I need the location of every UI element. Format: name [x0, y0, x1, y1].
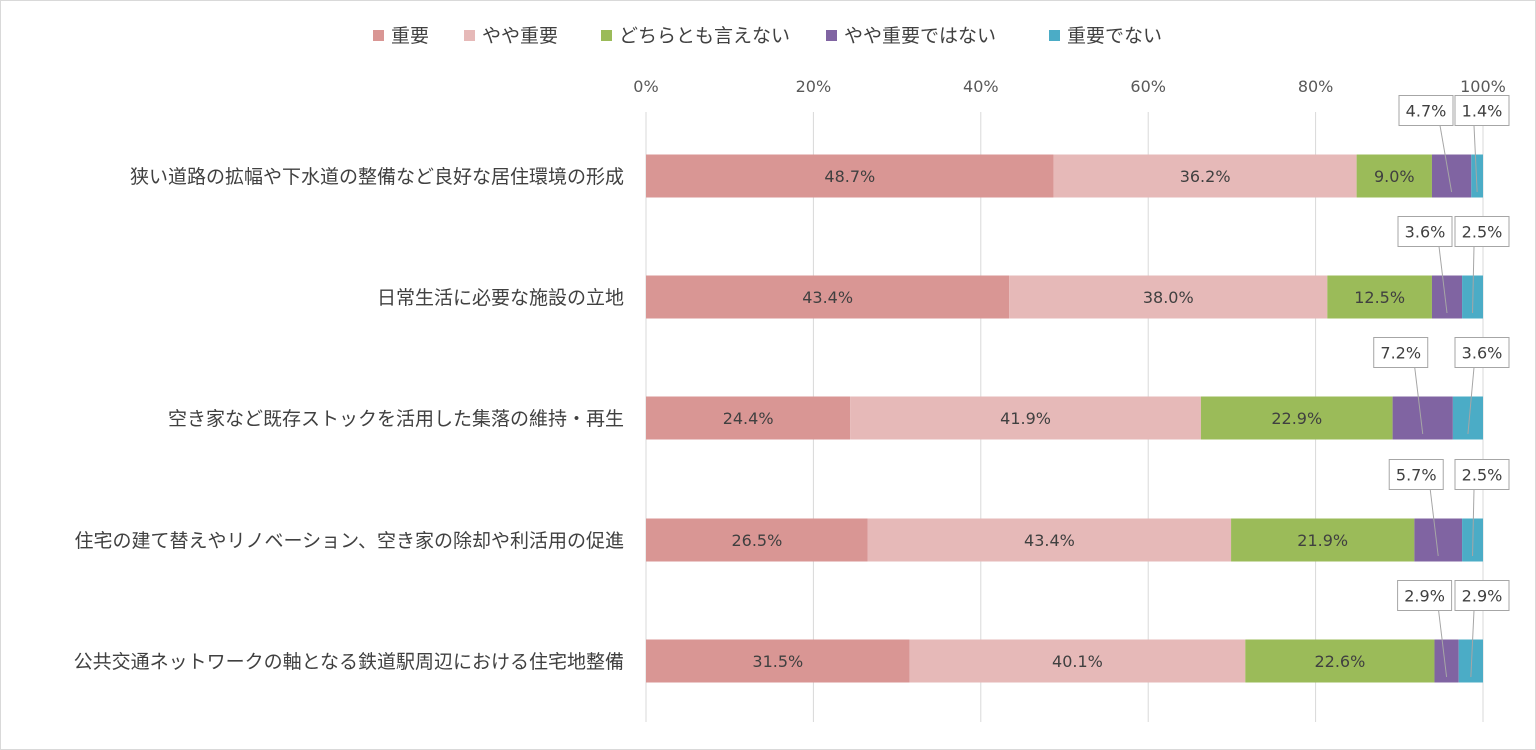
data-label: 48.7%	[824, 167, 875, 186]
legend-swatch	[601, 30, 612, 41]
callout-box	[1373, 337, 1429, 368]
legend-label: やや重要	[482, 25, 558, 47]
callout-box	[1454, 337, 1510, 368]
callout-box	[1454, 216, 1510, 247]
bar-segment	[1053, 154, 1357, 198]
x-tick-label: 40%	[963, 77, 999, 96]
data-label: 22.6%	[1314, 652, 1365, 671]
category-label: 住宅の建て替えやリノベーション、空き家の除却や利活用の促進	[75, 530, 624, 552]
bar-segment	[1327, 275, 1432, 319]
callout-box	[1454, 459, 1510, 490]
data-label: 21.9%	[1297, 531, 1348, 550]
bar-segment	[1231, 518, 1415, 562]
callout-label: 3.6%	[1462, 344, 1503, 363]
callout-box	[1397, 216, 1453, 247]
bar-segment	[867, 518, 1232, 562]
data-label: 41.9%	[1000, 409, 1051, 428]
legend-swatch	[826, 30, 837, 41]
bar-segment	[1200, 396, 1393, 440]
category-label: 空き家など既存ストックを活用した集落の維持・再生	[168, 408, 624, 430]
leader-line	[1414, 367, 1424, 435]
legend-swatch	[373, 30, 384, 41]
x-tick-label: 60%	[1130, 77, 1166, 96]
bar-segment	[646, 275, 1010, 319]
category-label: 日常生活に必要な施設の立地	[377, 287, 624, 309]
data-label: 24.4%	[723, 409, 774, 428]
bar-segment	[909, 639, 1246, 683]
leader-line	[1438, 246, 1448, 314]
x-axis-ticks: 0% 20% 40% 60% 80% 100%	[633, 77, 1506, 96]
data-label: 31.5%	[752, 652, 803, 671]
bar-segment	[646, 639, 910, 683]
x-tick-label: 20%	[796, 77, 832, 96]
callout-label: 4.7%	[1406, 102, 1447, 121]
data-label: 38.0%	[1143, 288, 1194, 307]
legend-swatch	[1049, 30, 1060, 41]
data-label: 43.4%	[802, 288, 853, 307]
data-label: 9.0%	[1374, 167, 1415, 186]
callout-box	[1398, 95, 1454, 126]
legend-label: 重要でない	[1067, 25, 1162, 47]
bar-segment	[1245, 639, 1435, 683]
category-labels: 狭い道路の拡幅や下水道の整備など良好な居住環境の形成日常生活に必要な施設の立地空…	[74, 166, 624, 673]
x-tick-label: 0%	[633, 77, 658, 96]
category-label: 狭い道路の拡幅や下水道の整備など良好な居住環境の形成	[130, 166, 624, 188]
leader-line	[1467, 367, 1475, 435]
legend-label: どちらとも言えない	[619, 25, 790, 47]
callout-label: 2.9%	[1462, 587, 1503, 606]
leader-line	[1438, 610, 1448, 678]
x-tick-label: 80%	[1298, 77, 1334, 96]
leader-line	[1472, 246, 1475, 314]
bar-segment	[646, 518, 868, 562]
bar-segment	[646, 396, 851, 440]
callout-box	[1397, 580, 1453, 611]
callout-label: 3.6%	[1405, 223, 1446, 242]
callout-label: 2.5%	[1462, 223, 1503, 242]
legend-swatch	[464, 30, 475, 41]
callout-label: 2.5%	[1462, 466, 1503, 485]
bar-segment	[646, 154, 1054, 198]
data-label: 26.5%	[731, 531, 782, 550]
callout-label: 2.9%	[1404, 587, 1445, 606]
legend: 重要 やや重要 どちらとも言えない やや重要ではない 重要でない	[373, 25, 1162, 47]
callout-label: 5.7%	[1396, 466, 1437, 485]
callout-box	[1388, 459, 1444, 490]
bar-segment	[1471, 154, 1483, 198]
data-label: 40.1%	[1052, 652, 1103, 671]
bar-segment	[1356, 154, 1432, 198]
data-label: 43.4%	[1024, 531, 1075, 550]
bar-segment	[850, 396, 1201, 440]
category-label: 公共交通ネットワークの軸となる鉄道駅周辺における住宅地整備	[74, 651, 624, 673]
callout-box	[1454, 95, 1510, 126]
data-label: 22.9%	[1271, 409, 1322, 428]
leader-line	[1473, 125, 1478, 193]
data-labels: 48.7% 36.2% 9.0% 4.7% 1.4% 43.4% 38.0% 12.5% 3.6…	[723, 95, 1510, 678]
bar-segment	[1009, 275, 1328, 319]
callout-box	[1454, 580, 1510, 611]
callout-label: 7.2%	[1380, 344, 1421, 363]
leader-line	[1439, 125, 1453, 193]
leader-line	[1470, 610, 1475, 678]
x-tick-label: 100%	[1460, 77, 1506, 96]
leader-line	[1429, 489, 1439, 557]
data-label: 12.5%	[1354, 288, 1405, 307]
data-label: 36.2%	[1180, 167, 1231, 186]
legend-label: やや重要ではない	[844, 25, 996, 47]
legend-label: 重要	[391, 25, 429, 47]
callout-label: 1.4%	[1462, 102, 1503, 121]
leader-line	[1472, 489, 1475, 557]
